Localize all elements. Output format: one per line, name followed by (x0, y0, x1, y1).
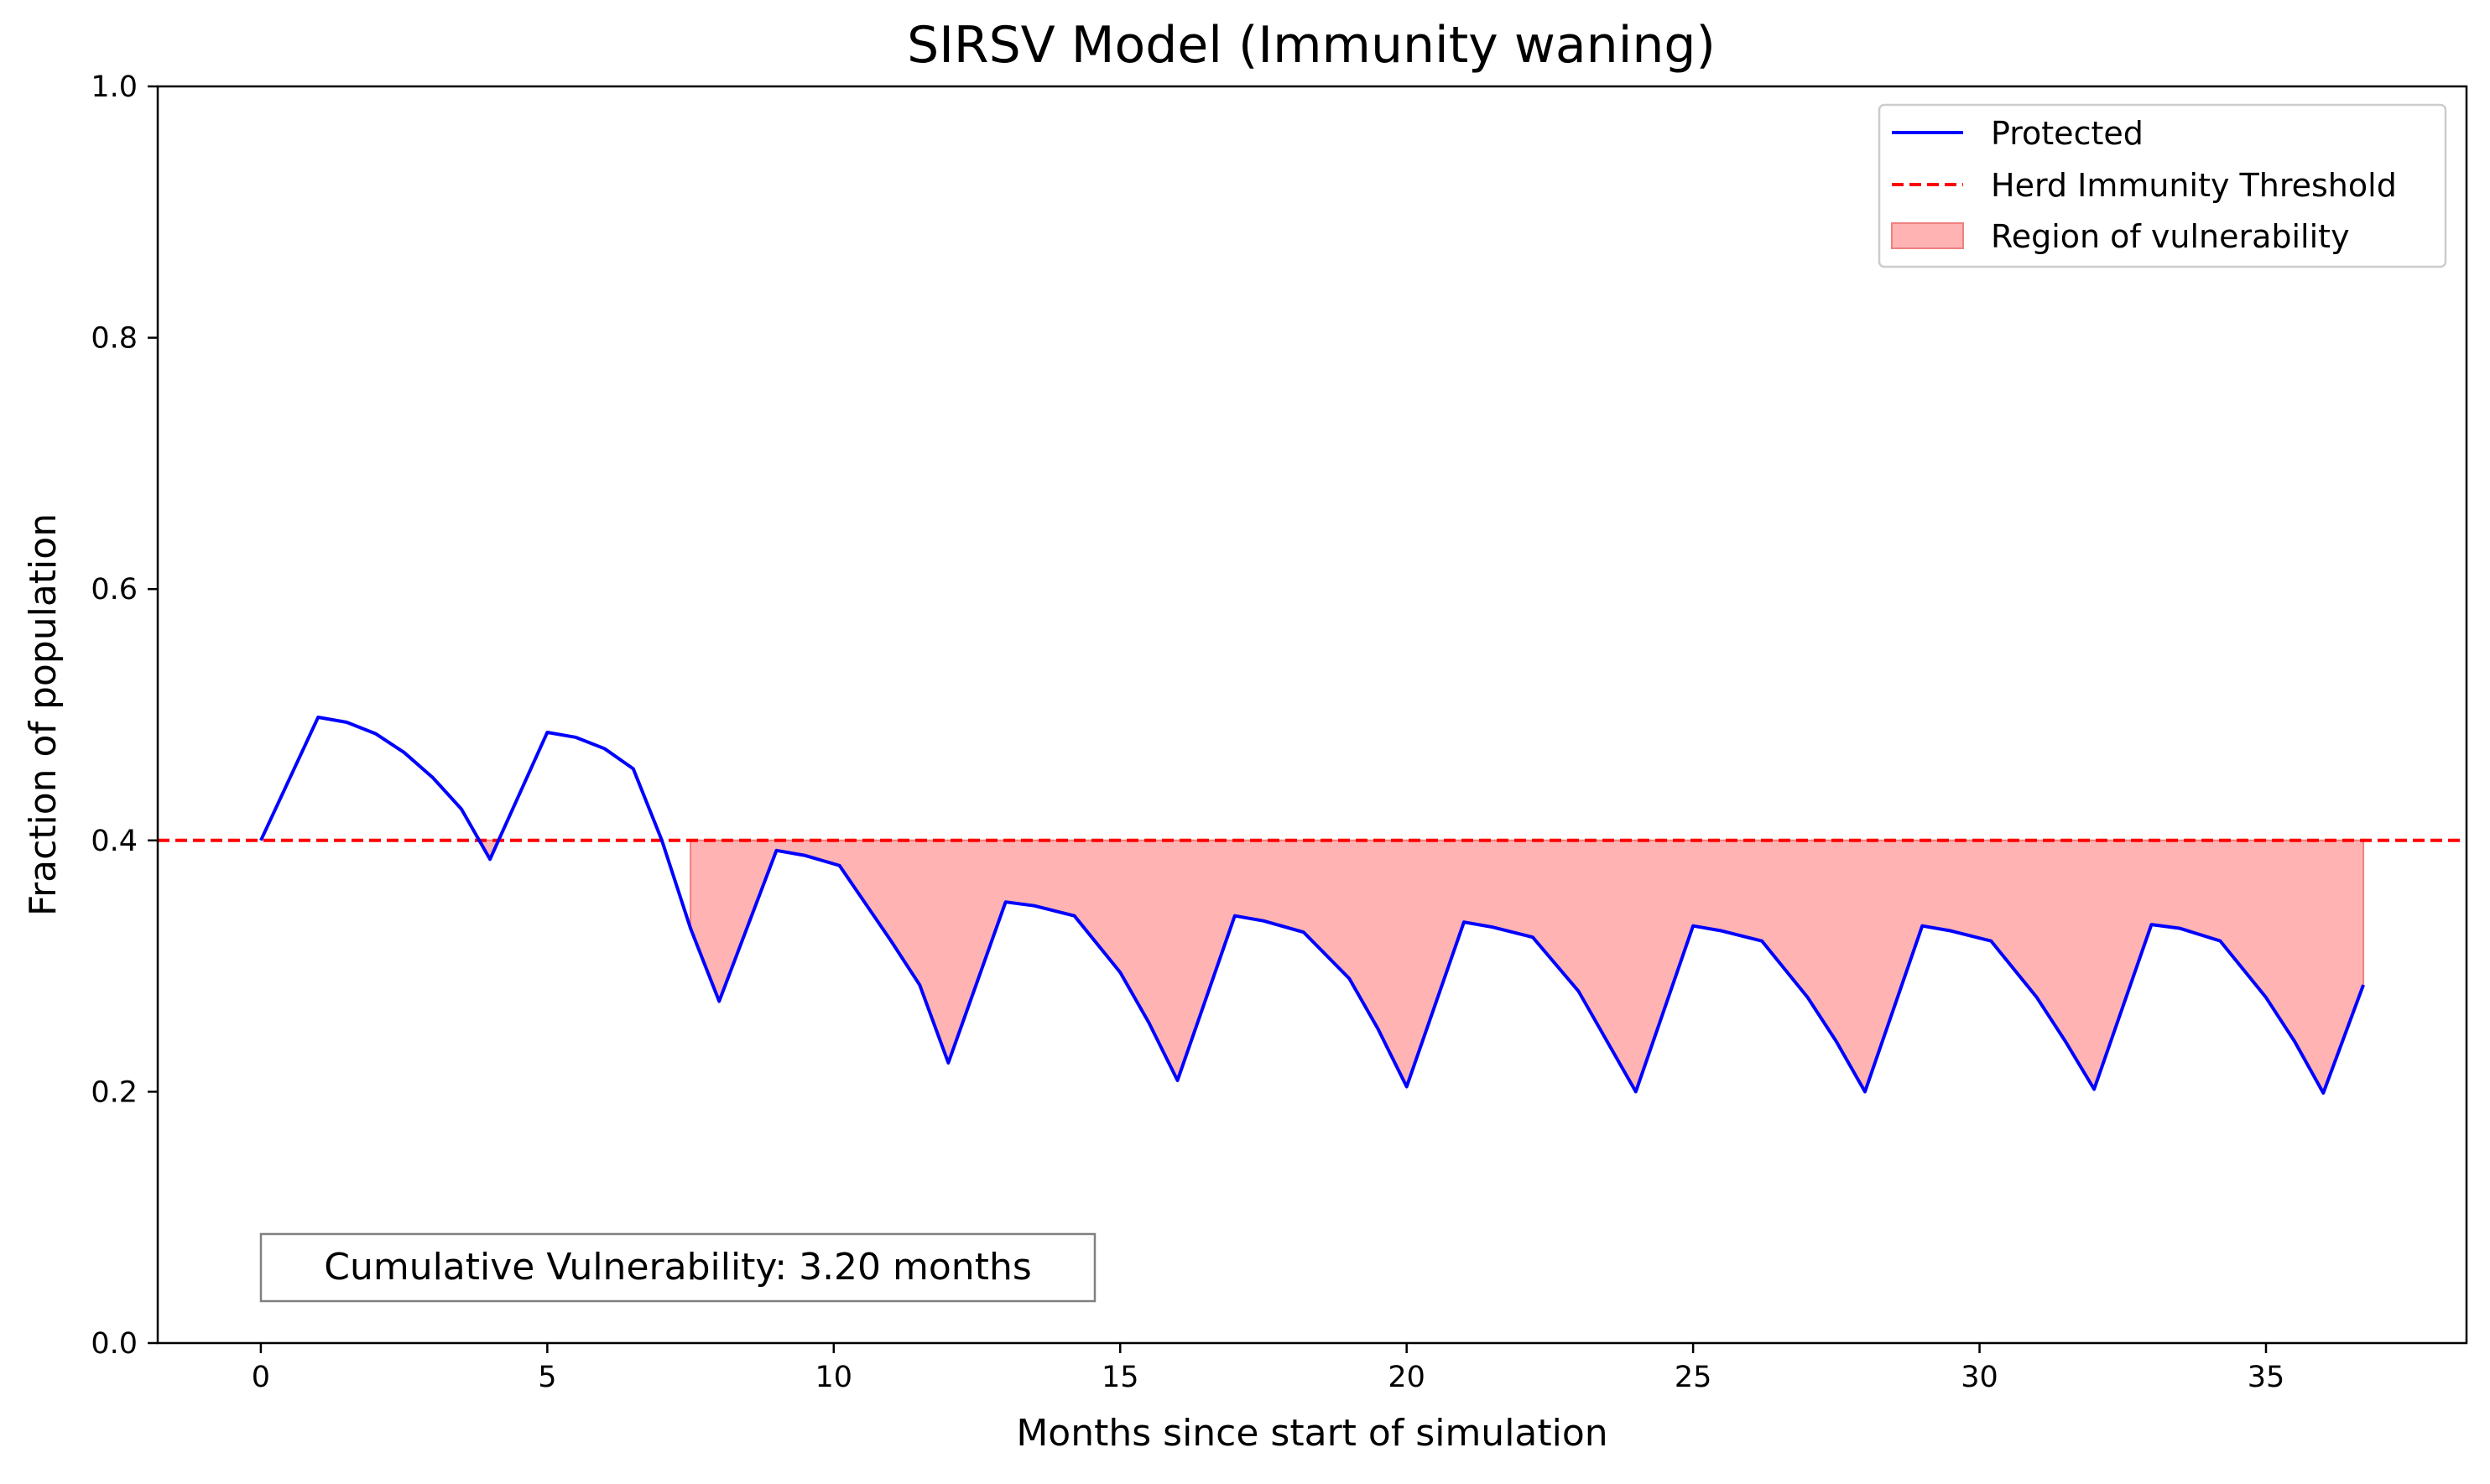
x-tick-label: 30 (1961, 1361, 1998, 1394)
x-tick-label: 0 (252, 1361, 270, 1394)
annotation-text: Cumulative Vulnerability: 3.20 months (324, 1246, 1032, 1289)
x-tick-label: 35 (2248, 1361, 2285, 1394)
x-tick-label: 10 (815, 1361, 853, 1394)
chart-title: SIRSV Model (Immunity waning) (907, 16, 1716, 75)
x-tick-label: 15 (1102, 1361, 1139, 1394)
protected-series-line (259, 715, 2365, 1095)
legend: Protected Herd Immunity Threshold Region… (1878, 103, 2447, 268)
x-axis: 0 5 10 15 20 25 30 35 (252, 1343, 2284, 1394)
annotation: Cumulative Vulnerability: 3.20 months (259, 1232, 1097, 1303)
y-tick-label: 0.2 (91, 1075, 138, 1109)
y-tick-label: 0.8 (91, 322, 138, 356)
y-tick-label: 0.4 (91, 825, 138, 858)
x-tick-label: 25 (1675, 1361, 1712, 1394)
series-layer (259, 715, 2365, 1095)
legend-frame (1878, 103, 2447, 268)
y-tick-label: 0.0 (91, 1327, 138, 1361)
x-tick-label: 5 (538, 1361, 556, 1394)
legend-fill-label: Region of vulnerability (1991, 218, 2350, 255)
legend-protected-label: Protected (1991, 115, 2144, 152)
annotation-box (259, 1232, 1097, 1303)
legend-threshold-label: Herd Immunity Threshold (1991, 167, 2397, 204)
y-axis: 0.0 0.2 0.4 0.6 0.8 1.0 (91, 70, 158, 1361)
y-tick-label: 1.0 (91, 70, 138, 104)
y-axis-label: Fraction of population (22, 513, 65, 916)
legend-fill-swatch (1891, 222, 1964, 249)
y-tick-label: 0.6 (91, 573, 138, 607)
plot-frame (156, 85, 2468, 1345)
x-tick-label: 20 (1388, 1361, 1425, 1394)
x-axis-label: Months since start of simulation (1016, 1412, 1607, 1455)
